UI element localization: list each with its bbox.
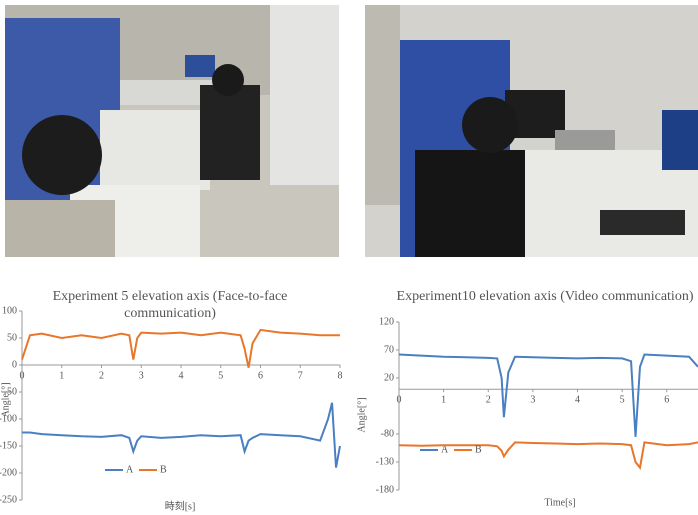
x-tick-label: 5 [620,394,625,405]
x-tick-label: 7 [298,370,303,381]
x-tick-label: 4 [179,370,184,381]
x-axis-label: 時刻[s] [165,499,196,512]
photo-video [365,5,698,257]
charts: Experiment 5 elevation axis (Face-to-fac… [0,288,698,512]
legend-label: B [475,444,482,455]
x-tick-label: 1 [441,394,446,405]
photo-face-to-face [5,5,339,257]
x-tick-label: 5 [218,370,223,381]
y-tick-label: 120 [379,316,394,327]
x-tick-label: 6 [258,370,263,381]
x-tick-label: 6 [664,394,669,405]
y-tick-label: 70 [384,344,394,355]
x-tick-label: 4 [575,394,580,405]
legend-label: A [126,464,134,475]
chart-title-box: Experiment10 elevation axis (Video commu… [395,288,695,328]
y-tick-label: -250 [0,494,17,505]
x-axis-label: Time[s] [544,497,575,508]
chart-title-box: Experiment 5 elevation axis (Face-to-fac… [20,288,320,328]
figure-canvas: Experiment 5 elevation axis (Face-to-fac… [0,0,698,515]
x-tick-label: 0 [397,394,402,405]
y-tick-label: 100 [2,305,17,316]
y-tick-label: -180 [376,484,394,495]
x-tick-label: 0 [20,370,25,381]
chart-title: Experiment 5 elevation axis (Face-to-fac… [20,288,320,322]
x-tick-label: 3 [139,370,144,381]
x-tick-label: 3 [530,394,535,405]
y-axis-label: Angle[°] [0,382,11,417]
y-tick-label: 0 [12,359,17,370]
x-tick-label: 2 [99,370,104,381]
y-tick-label: -200 [0,467,17,478]
series-line [22,330,340,368]
figure: Experiment 5 elevation axis (Face-to-fac… [0,0,698,515]
x-tick-label: 1 [59,370,64,381]
y-tick-label: -80 [381,428,394,439]
series-line [22,403,340,468]
y-axis-label: Angle[°] [356,397,367,432]
x-tick-label: 2 [486,394,491,405]
chart-title: Experiment10 elevation axis (Video commu… [395,288,695,305]
y-tick-label: -150 [0,440,17,451]
legend-label: B [160,464,167,475]
y-tick-label: -130 [376,456,394,467]
y-tick-label: 20 [384,372,394,383]
x-tick-label: 8 [338,370,343,381]
y-tick-label: 50 [7,332,17,343]
